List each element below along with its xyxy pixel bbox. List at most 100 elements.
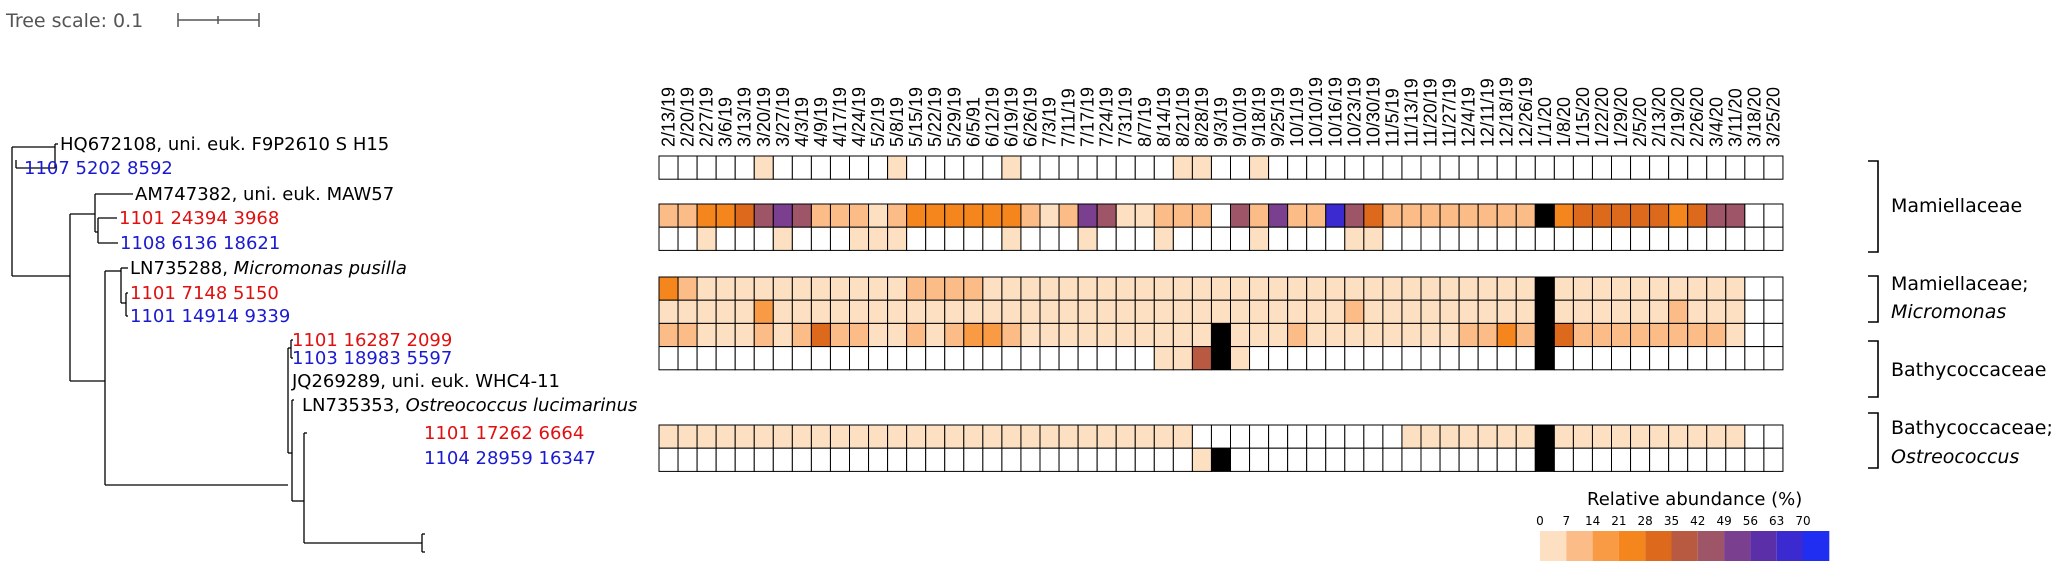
heatmap-cell xyxy=(753,447,774,472)
date-label: 3/4/20 xyxy=(1706,97,1726,147)
heatmap-cell xyxy=(1553,346,1574,371)
tip-description: , uni. euk. MAW57 xyxy=(232,184,395,205)
heatmap-cell xyxy=(829,299,851,324)
heatmap-cell xyxy=(868,322,889,348)
legend-tick-label: 35 xyxy=(1664,514,1679,528)
heatmap-cell xyxy=(1477,299,1498,324)
heatmap-cell xyxy=(1306,447,1327,472)
heatmap-cell xyxy=(1153,276,1174,301)
heatmap-cell xyxy=(1611,203,1632,228)
heatmap-cell xyxy=(1230,424,1251,449)
heatmap-cell xyxy=(715,424,736,449)
date-label: 6/5/91 xyxy=(963,97,983,147)
heatmap-cell xyxy=(1744,322,1765,348)
heatmap-cell xyxy=(1344,203,1365,228)
heatmap-cell xyxy=(1420,203,1441,228)
heatmap-cell xyxy=(1020,276,1041,301)
date-label: 1/8/20 xyxy=(1554,97,1574,147)
heatmap-cell xyxy=(810,226,831,251)
heatmap-cell xyxy=(1363,299,1384,324)
heatmap-cell xyxy=(734,322,755,348)
heatmap-cell xyxy=(1591,322,1612,348)
heatmap-cell xyxy=(1134,299,1155,324)
heatmap-cell xyxy=(1439,346,1460,371)
heatmap-cell xyxy=(1210,203,1231,228)
heatmap-cell xyxy=(887,226,908,251)
heatmap-cell xyxy=(791,346,812,371)
heatmap-cell xyxy=(1611,322,1632,348)
heatmap-cell xyxy=(925,203,946,228)
heatmap-cell xyxy=(829,447,851,472)
heatmap-cell xyxy=(1344,447,1365,472)
heatmap-cell xyxy=(1344,346,1365,371)
heatmap-cell xyxy=(1591,424,1612,449)
heatmap-cell xyxy=(1249,447,1270,472)
heatmap-cell xyxy=(829,322,851,348)
heatmap-cell xyxy=(753,346,774,371)
heatmap-cell xyxy=(1744,424,1765,449)
date-label: 1/29/20 xyxy=(1611,87,1631,147)
heatmap-cell xyxy=(887,203,908,228)
heatmap-cell xyxy=(734,346,755,371)
tip-label: 1107 5202 8592 xyxy=(24,158,173,179)
heatmap-cell xyxy=(715,299,736,324)
heatmap-cell xyxy=(1744,226,1765,251)
date-label: 7/11/19 xyxy=(1059,88,1079,147)
heatmap-cell xyxy=(1058,299,1079,324)
heatmap-cell xyxy=(1268,226,1289,251)
heatmap-cell xyxy=(1344,226,1365,251)
heatmap-cell xyxy=(925,346,946,371)
heatmap-cell xyxy=(868,203,889,228)
tip-label: AM747382, uni. euk. MAW57 xyxy=(135,184,394,205)
heatmap-cell xyxy=(753,322,774,348)
heatmap-cell xyxy=(906,322,927,348)
heatmap-cell xyxy=(925,155,946,180)
heatmap-cell xyxy=(753,203,774,228)
heatmap-cell xyxy=(1706,447,1727,472)
heatmap-cell xyxy=(1553,424,1574,449)
legend-swatch xyxy=(1671,531,1698,561)
heatmap-cell xyxy=(982,447,1003,472)
date-label: 3/20/19 xyxy=(754,87,774,147)
heatmap-cell xyxy=(1706,276,1727,301)
date-label: 6/19/19 xyxy=(1001,87,1021,147)
heatmap-cell xyxy=(982,424,1003,449)
heatmap-cell xyxy=(1611,155,1632,180)
heatmap-cell xyxy=(753,226,774,251)
heatmap-cell xyxy=(849,322,870,348)
heatmap-cell xyxy=(982,299,1003,324)
heatmap-cell xyxy=(1763,276,1784,301)
date-label: 11/20/19 xyxy=(1421,78,1441,147)
heatmap-cell xyxy=(753,424,774,449)
heatmap-cell xyxy=(1172,424,1193,449)
date-label: 11/13/19 xyxy=(1401,78,1421,147)
heatmap-cell xyxy=(1115,276,1136,301)
heatmap-cell xyxy=(849,424,870,449)
phylogenetic-tree xyxy=(11,143,425,553)
tip-label: 1108 6136 18621 xyxy=(120,233,280,254)
heatmap-cell xyxy=(1458,226,1479,251)
heatmap-cell xyxy=(925,226,946,251)
heatmap-cell xyxy=(1191,299,1212,324)
tip-label: HQ672108, uni. euk. F9P2610 S H15 xyxy=(60,134,389,155)
heatmap-cell xyxy=(1077,299,1098,324)
heatmap-cell xyxy=(887,447,908,472)
heatmap-cell xyxy=(1363,155,1384,180)
tip-label: 1103 18983 5597 xyxy=(292,348,452,369)
heatmap-cell xyxy=(1534,203,1555,228)
date-label: 8/7/19 xyxy=(1135,97,1155,147)
heatmap-cell xyxy=(1439,447,1460,472)
heatmap-cell xyxy=(1249,322,1270,348)
date-label: 2/19/20 xyxy=(1668,87,1688,147)
heatmap-cell xyxy=(772,203,793,228)
heatmap-cell xyxy=(963,203,984,228)
tip-description: , xyxy=(222,258,233,279)
heatmap-cell xyxy=(1230,346,1251,371)
date-label: 8/28/19 xyxy=(1192,87,1212,147)
heatmap-cell xyxy=(658,276,679,301)
heatmap-cell xyxy=(1306,155,1327,180)
heatmap-cell xyxy=(868,447,889,472)
heatmap-cell xyxy=(791,226,812,251)
heatmap-cell xyxy=(1668,299,1689,324)
heatmap-cell xyxy=(1687,276,1708,301)
